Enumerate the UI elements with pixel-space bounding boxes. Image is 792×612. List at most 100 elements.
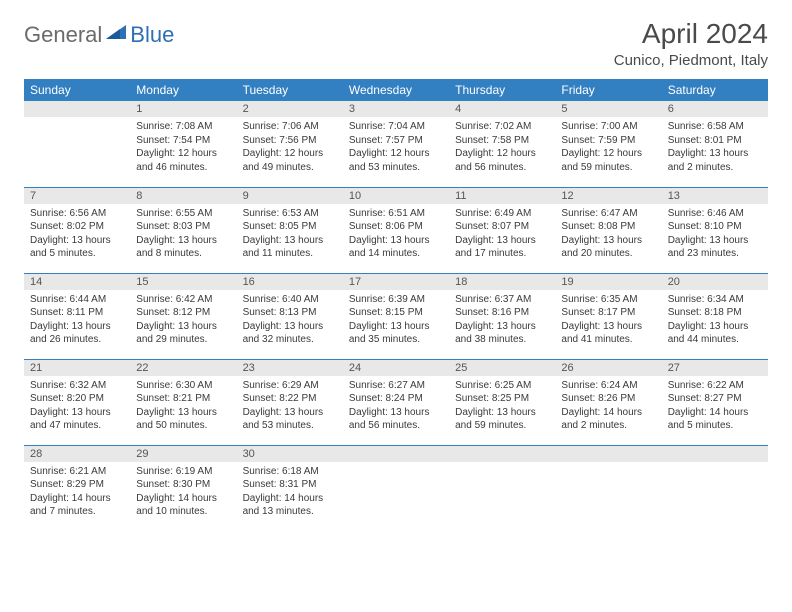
weekday-header-row: Sunday Monday Tuesday Wednesday Thursday… xyxy=(24,79,768,101)
daylight-text: Daylight: 13 hours and 17 minutes. xyxy=(455,234,549,261)
day-number xyxy=(555,446,661,462)
daylight-text: Daylight: 12 hours and 59 minutes. xyxy=(561,147,655,174)
day-content: Sunrise: 7:00 AMSunset: 7:59 PMDaylight:… xyxy=(555,117,661,178)
calendar-day-cell: 5Sunrise: 7:00 AMSunset: 7:59 PMDaylight… xyxy=(555,101,661,187)
day-number: 18 xyxy=(449,274,555,290)
sunrise-text: Sunrise: 6:56 AM xyxy=(30,207,124,221)
daylight-text: Daylight: 13 hours and 35 minutes. xyxy=(349,320,443,347)
calendar-day-cell: 6Sunrise: 6:58 AMSunset: 8:01 PMDaylight… xyxy=(662,101,768,187)
sunrise-text: Sunrise: 6:29 AM xyxy=(243,379,337,393)
day-number: 12 xyxy=(555,188,661,204)
daylight-text: Daylight: 12 hours and 49 minutes. xyxy=(243,147,337,174)
day-number: 29 xyxy=(130,446,236,462)
calendar-day-cell: 19Sunrise: 6:35 AMSunset: 8:17 PMDayligh… xyxy=(555,273,661,359)
calendar-day-cell: 21Sunrise: 6:32 AMSunset: 8:20 PMDayligh… xyxy=(24,359,130,445)
calendar-day-cell: 2Sunrise: 7:06 AMSunset: 7:56 PMDaylight… xyxy=(237,101,343,187)
day-content: Sunrise: 6:18 AMSunset: 8:31 PMDaylight:… xyxy=(237,462,343,523)
logo-text-blue: Blue xyxy=(130,22,174,48)
daylight-text: Daylight: 13 hours and 44 minutes. xyxy=(668,320,762,347)
sunset-text: Sunset: 8:29 PM xyxy=(30,478,124,492)
day-content: Sunrise: 6:22 AMSunset: 8:27 PMDaylight:… xyxy=(662,376,768,437)
day-content: Sunrise: 7:04 AMSunset: 7:57 PMDaylight:… xyxy=(343,117,449,178)
calendar-day-cell: 12Sunrise: 6:47 AMSunset: 8:08 PMDayligh… xyxy=(555,187,661,273)
calendar-day-cell: 30Sunrise: 6:18 AMSunset: 8:31 PMDayligh… xyxy=(237,445,343,531)
day-number xyxy=(24,101,130,117)
calendar-day-cell: 24Sunrise: 6:27 AMSunset: 8:24 PMDayligh… xyxy=(343,359,449,445)
day-number xyxy=(343,446,449,462)
sunset-text: Sunset: 8:31 PM xyxy=(243,478,337,492)
calendar-day-cell: 1Sunrise: 7:08 AMSunset: 7:54 PMDaylight… xyxy=(130,101,236,187)
calendar-day-cell xyxy=(343,445,449,531)
calendar-day-cell: 20Sunrise: 6:34 AMSunset: 8:18 PMDayligh… xyxy=(662,273,768,359)
daylight-text: Daylight: 14 hours and 13 minutes. xyxy=(243,492,337,519)
day-number: 8 xyxy=(130,188,236,204)
day-content: Sunrise: 7:06 AMSunset: 7:56 PMDaylight:… xyxy=(237,117,343,178)
sunset-text: Sunset: 8:30 PM xyxy=(136,478,230,492)
day-content: Sunrise: 6:46 AMSunset: 8:10 PMDaylight:… xyxy=(662,204,768,265)
sunrise-text: Sunrise: 6:18 AM xyxy=(243,465,337,479)
daylight-text: Daylight: 13 hours and 47 minutes. xyxy=(30,406,124,433)
daylight-text: Daylight: 12 hours and 46 minutes. xyxy=(136,147,230,174)
calendar-day-cell: 11Sunrise: 6:49 AMSunset: 8:07 PMDayligh… xyxy=(449,187,555,273)
daylight-text: Daylight: 13 hours and 8 minutes. xyxy=(136,234,230,261)
calendar-day-cell: 18Sunrise: 6:37 AMSunset: 8:16 PMDayligh… xyxy=(449,273,555,359)
calendar-table: Sunday Monday Tuesday Wednesday Thursday… xyxy=(24,79,768,531)
day-number: 4 xyxy=(449,101,555,117)
day-number: 26 xyxy=(555,360,661,376)
calendar-day-cell: 9Sunrise: 6:53 AMSunset: 8:05 PMDaylight… xyxy=(237,187,343,273)
sunrise-text: Sunrise: 6:22 AM xyxy=(668,379,762,393)
day-content: Sunrise: 6:29 AMSunset: 8:22 PMDaylight:… xyxy=(237,376,343,437)
calendar-day-cell xyxy=(449,445,555,531)
sunrise-text: Sunrise: 6:24 AM xyxy=(561,379,655,393)
day-content: Sunrise: 6:34 AMSunset: 8:18 PMDaylight:… xyxy=(662,290,768,351)
calendar-day-cell: 14Sunrise: 6:44 AMSunset: 8:11 PMDayligh… xyxy=(24,273,130,359)
day-content: Sunrise: 6:47 AMSunset: 8:08 PMDaylight:… xyxy=(555,204,661,265)
sunrise-text: Sunrise: 6:51 AM xyxy=(349,207,443,221)
day-content: Sunrise: 6:35 AMSunset: 8:17 PMDaylight:… xyxy=(555,290,661,351)
sunrise-text: Sunrise: 7:08 AM xyxy=(136,120,230,134)
calendar-day-cell: 28Sunrise: 6:21 AMSunset: 8:29 PMDayligh… xyxy=(24,445,130,531)
calendar-week-row: 1Sunrise: 7:08 AMSunset: 7:54 PMDaylight… xyxy=(24,101,768,187)
sunset-text: Sunset: 8:27 PM xyxy=(668,392,762,406)
calendar-day-cell: 22Sunrise: 6:30 AMSunset: 8:21 PMDayligh… xyxy=(130,359,236,445)
sunrise-text: Sunrise: 6:46 AM xyxy=(668,207,762,221)
sunset-text: Sunset: 7:59 PM xyxy=(561,134,655,148)
month-title: April 2024 xyxy=(614,18,768,50)
sunset-text: Sunset: 7:57 PM xyxy=(349,134,443,148)
sunset-text: Sunset: 8:25 PM xyxy=(455,392,549,406)
day-content: Sunrise: 6:40 AMSunset: 8:13 PMDaylight:… xyxy=(237,290,343,351)
day-content: Sunrise: 6:53 AMSunset: 8:05 PMDaylight:… xyxy=(237,204,343,265)
daylight-text: Daylight: 14 hours and 7 minutes. xyxy=(30,492,124,519)
daylight-text: Daylight: 14 hours and 5 minutes. xyxy=(668,406,762,433)
day-content: Sunrise: 6:19 AMSunset: 8:30 PMDaylight:… xyxy=(130,462,236,523)
calendar-day-cell: 7Sunrise: 6:56 AMSunset: 8:02 PMDaylight… xyxy=(24,187,130,273)
daylight-text: Daylight: 13 hours and 29 minutes. xyxy=(136,320,230,347)
day-content: Sunrise: 6:37 AMSunset: 8:16 PMDaylight:… xyxy=(449,290,555,351)
sunrise-text: Sunrise: 6:44 AM xyxy=(30,293,124,307)
day-content: Sunrise: 7:02 AMSunset: 7:58 PMDaylight:… xyxy=(449,117,555,178)
sunrise-text: Sunrise: 6:19 AM xyxy=(136,465,230,479)
day-number: 6 xyxy=(662,101,768,117)
sunset-text: Sunset: 8:18 PM xyxy=(668,306,762,320)
sunset-text: Sunset: 8:08 PM xyxy=(561,220,655,234)
sunrise-text: Sunrise: 6:35 AM xyxy=(561,293,655,307)
day-number: 21 xyxy=(24,360,130,376)
day-number xyxy=(449,446,555,462)
weekday-header: Friday xyxy=(555,79,661,101)
calendar-day-cell: 27Sunrise: 6:22 AMSunset: 8:27 PMDayligh… xyxy=(662,359,768,445)
weekday-header: Sunday xyxy=(24,79,130,101)
sunset-text: Sunset: 8:07 PM xyxy=(455,220,549,234)
daylight-text: Daylight: 13 hours and 2 minutes. xyxy=(668,147,762,174)
sunrise-text: Sunrise: 6:34 AM xyxy=(668,293,762,307)
sunrise-text: Sunrise: 6:30 AM xyxy=(136,379,230,393)
day-number: 1 xyxy=(130,101,236,117)
calendar-day-cell: 8Sunrise: 6:55 AMSunset: 8:03 PMDaylight… xyxy=(130,187,236,273)
day-content: Sunrise: 6:42 AMSunset: 8:12 PMDaylight:… xyxy=(130,290,236,351)
calendar-day-cell: 16Sunrise: 6:40 AMSunset: 8:13 PMDayligh… xyxy=(237,273,343,359)
daylight-text: Daylight: 14 hours and 10 minutes. xyxy=(136,492,230,519)
weekday-header: Wednesday xyxy=(343,79,449,101)
daylight-text: Daylight: 13 hours and 23 minutes. xyxy=(668,234,762,261)
calendar-week-row: 28Sunrise: 6:21 AMSunset: 8:29 PMDayligh… xyxy=(24,445,768,531)
sunset-text: Sunset: 8:15 PM xyxy=(349,306,443,320)
daylight-text: Daylight: 13 hours and 14 minutes. xyxy=(349,234,443,261)
